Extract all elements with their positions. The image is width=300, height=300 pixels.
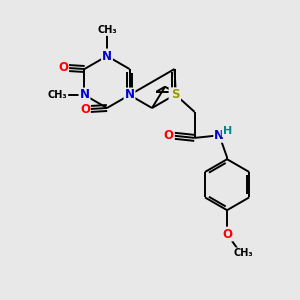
- Text: N: N: [102, 50, 112, 62]
- Text: S: S: [172, 88, 180, 101]
- Text: N: N: [80, 88, 89, 101]
- Text: O: O: [80, 103, 90, 116]
- Text: N: N: [124, 88, 134, 101]
- Text: O: O: [58, 61, 68, 74]
- Text: CH₃: CH₃: [233, 248, 253, 258]
- Text: H: H: [223, 126, 232, 136]
- Text: O: O: [164, 129, 174, 142]
- Text: N: N: [169, 88, 179, 101]
- Text: CH₃: CH₃: [97, 25, 117, 35]
- Text: O: O: [222, 228, 232, 241]
- Text: N: N: [214, 129, 224, 142]
- Text: CH₃: CH₃: [48, 90, 68, 100]
